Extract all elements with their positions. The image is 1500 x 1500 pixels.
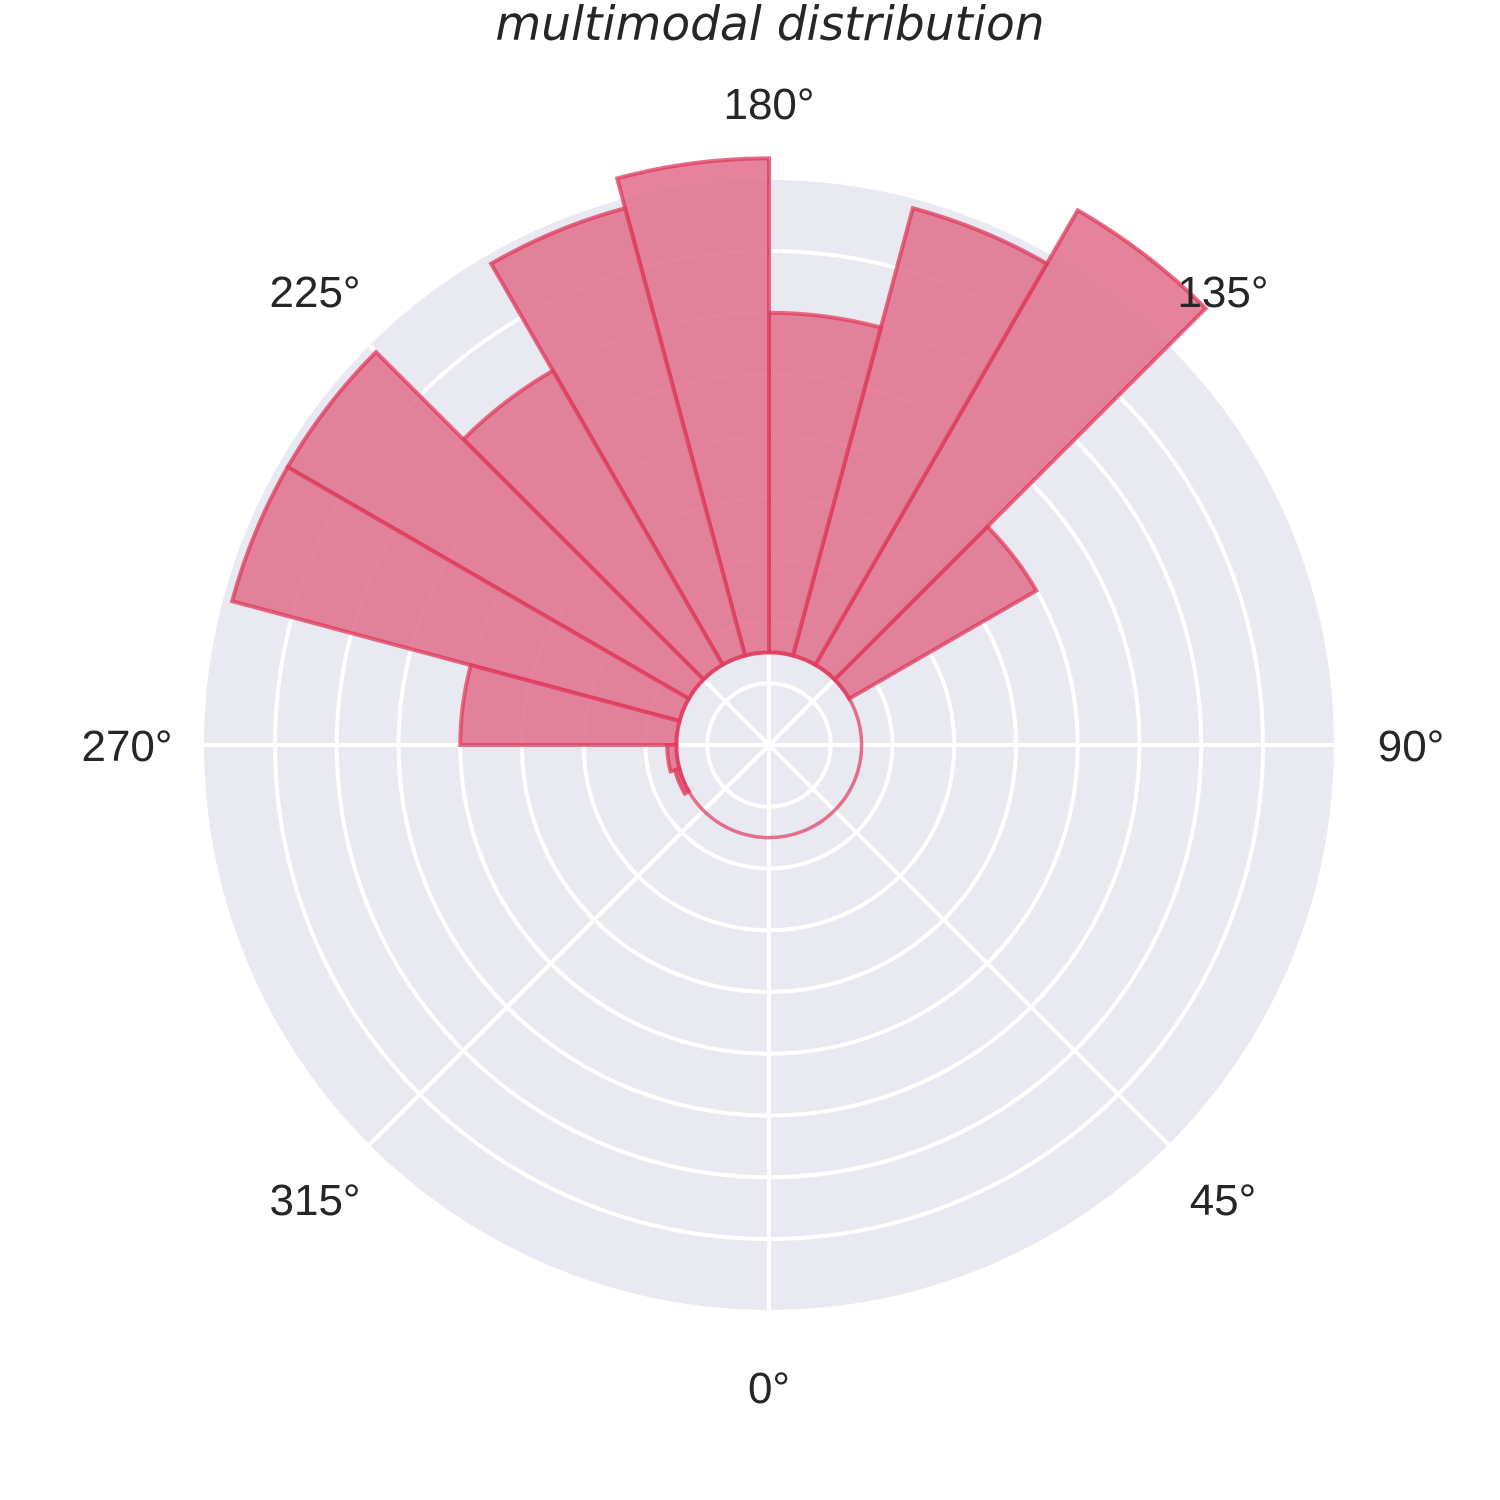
angular-tick-label: 270°: [81, 722, 172, 771]
angular-tick-label: 45°: [1190, 1176, 1257, 1225]
bar-base-ring: [674, 650, 864, 840]
angular-tick-label: 90°: [1378, 722, 1445, 771]
angular-tick-label: 180°: [723, 80, 814, 129]
polar-plot-area: 0° 45° 90° 135° 180° 225° 270° 315°: [81, 80, 1444, 1413]
chart-title: multimodal distribution: [495, 0, 1044, 52]
angular-tick-label: 135°: [1177, 268, 1268, 317]
angular-tick-label: 225°: [270, 268, 361, 317]
angular-tick-label: 315°: [270, 1176, 361, 1225]
angular-tick-label: 0°: [748, 1364, 790, 1413]
